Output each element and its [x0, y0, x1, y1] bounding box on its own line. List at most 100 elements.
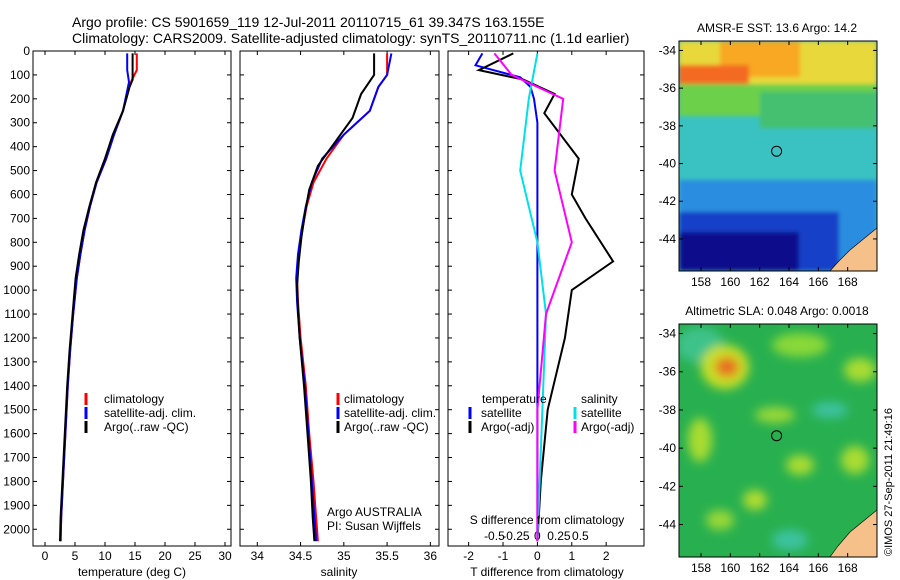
depth-tick-label: 900 [10, 259, 30, 273]
lon-tick-label: 168 [838, 275, 858, 289]
lon-tick-label: 166 [808, 561, 828, 575]
x-tick-label: 36 [424, 549, 438, 563]
depth-tick-label: 200 [10, 92, 30, 106]
depth-tick-label: 1500 [3, 403, 30, 417]
lat-tick-label: -44 [659, 518, 677, 532]
s-tick-label: 0.25 [547, 529, 571, 543]
temperature-x-axis: 0 5 10 15 20 25 30 [42, 51, 232, 563]
lon-tick-label: 160 [720, 275, 740, 289]
temperature-xlabel: temperature (deg C) [78, 565, 186, 579]
difference-legend: temperature salinity satellite Argo(-adj… [468, 392, 634, 434]
depth-tick-label: 500 [10, 164, 30, 178]
sla-ridge-7 [743, 490, 767, 510]
lat-tick-label: -38 [659, 403, 677, 417]
sla-argo-location-marker [771, 430, 783, 442]
s-tick-label: -0.25 [502, 529, 530, 543]
temperature-panel: 0100200300400500600700800900100011001200… [3, 44, 232, 579]
new-zealand-land [829, 509, 877, 557]
depth-tick-label: 400 [10, 140, 30, 154]
x-tick-label: 35.5 [375, 549, 399, 563]
depth-tick-label: 600 [10, 187, 30, 201]
series-line-argo-raw-qc [296, 53, 376, 542]
depth-tick-label: 800 [10, 235, 30, 249]
depth-axis: 0 100 200 300 400 500 600 700 800 900 1000 1100 1200… [3, 44, 231, 536]
lat-tick-label: -36 [659, 81, 677, 95]
depth-tick-label: 700 [10, 211, 30, 225]
s-difference-label: S difference from climatology [470, 513, 625, 527]
x-tick-label: 34.5 [289, 549, 313, 563]
s-tick-label: -0.5 [484, 529, 505, 543]
salinity-depth-ticks [240, 50, 439, 530]
sla-ridge-8 [706, 510, 734, 530]
salinity-panel: 34 34.5 35 35.5 36 salinity climatology sate… [239, 50, 440, 579]
depth-tick-label: 1800 [3, 474, 30, 488]
sst-band-cool [760, 92, 877, 128]
lat-tick-label: -38 [659, 119, 677, 133]
difference-axes-box [447, 50, 645, 547]
sst-map-panel: AMSR-E SST: 13.6 Argo: 14.2 158 160 162 164… [659, 21, 878, 289]
temperature-profiles [59, 53, 138, 542]
x-tick-label: 5 [72, 549, 79, 563]
legend-label-argo: Argo(..raw -QC) [344, 420, 429, 434]
legend-label-t-satellite: satellite [481, 406, 522, 420]
legend-label-argo: Argo(..raw -QC) [104, 420, 189, 434]
lat-tick-label: -42 [659, 194, 677, 208]
x-tick-label: -1 [498, 549, 509, 563]
difference-panel: -2 -1 0 1 2-0.5-0.25 0 0.25 0.5 S difference fr… [447, 50, 645, 579]
sla-map-axes: 158 160 162 164 166 168 -34 -36 -38 -40 -42 -44 [659, 324, 877, 575]
salinity-axes-box [239, 50, 440, 547]
depth-tick-label: 1900 [3, 498, 30, 512]
x-tick-label: 25 [188, 549, 202, 563]
title-line-2: Climatology: CARS2009. Satellite-adjuste… [72, 30, 629, 46]
new-zealand-land [829, 227, 877, 271]
sla-ridge-3 [755, 407, 795, 423]
x-tick-label: 0 [42, 549, 49, 563]
title-line-1: Argo profile: CS 5901659_119 12-Jul-2011… [72, 14, 545, 30]
sla-ridge-6 [841, 446, 869, 474]
lon-tick-label: 168 [838, 561, 858, 575]
t-difference-xlabel: T difference from climatology [470, 565, 624, 579]
lon-tick-label: 164 [779, 561, 799, 575]
s-tick-label: 0.5 [572, 529, 589, 543]
legend-label-s-satellite: satellite [581, 406, 622, 420]
annotation-argo-australia: Argo AUSTRALIA [327, 505, 422, 519]
x-tick-label: 34 [251, 549, 265, 563]
lon-tick-label: 158 [691, 561, 711, 575]
sla-trough-2 [772, 530, 808, 550]
depth-tick-label: 1000 [3, 283, 30, 297]
x-tick-label: -2 [463, 549, 474, 563]
legend-label-satellite: satellite-adj. clim. [344, 406, 436, 420]
sla-high-eddy [715, 357, 739, 377]
lon-tick-label: 164 [779, 275, 799, 289]
sla-ridge-2 [844, 358, 876, 382]
salinity-xlabel: salinity [321, 565, 358, 579]
legend-label-s-argo: Argo(-adj) [581, 420, 634, 434]
sst-band-coldest [679, 232, 799, 271]
lat-tick-label: -42 [659, 479, 677, 493]
sla-field [679, 327, 876, 550]
series-line-salinity-argo-adj [493, 52, 573, 542]
sst-map-title: AMSR-E SST: 13.6 Argo: 14.2 [697, 21, 857, 35]
x-tick-label: 10 [98, 549, 112, 563]
series-line-salinity-satellite [519, 53, 548, 542]
depth-tick-label: 1600 [3, 427, 30, 441]
x-tick-label: 2 [603, 549, 610, 563]
sla-map-panel: Altimetric SLA: 0.048 Argo: 0.0018 [659, 304, 878, 575]
legend-label-climatology: climatology [104, 392, 164, 406]
difference-depth-ticks [448, 50, 644, 530]
series-line-argo-raw-qc [59, 53, 134, 542]
sst-argo-location-marker [771, 145, 783, 157]
depth-tick-label: 100 [10, 68, 30, 82]
x-tick-label: 15 [128, 549, 142, 563]
sla-ridge-1 [772, 333, 828, 357]
depth-tick-label: 1300 [3, 355, 30, 369]
lat-tick-label: -40 [659, 441, 677, 455]
sst-map-axes: 158 160 162 164 166 168 -34 -36 -38 -40 -42 -44 [659, 41, 877, 289]
sst-map-frame [678, 40, 878, 272]
salinity-profiles [295, 53, 393, 542]
sla-ridge-5 [786, 455, 814, 475]
sla-map-frame [678, 323, 878, 558]
lon-tick-label: 166 [808, 275, 828, 289]
lon-tick-label: 162 [750, 561, 770, 575]
